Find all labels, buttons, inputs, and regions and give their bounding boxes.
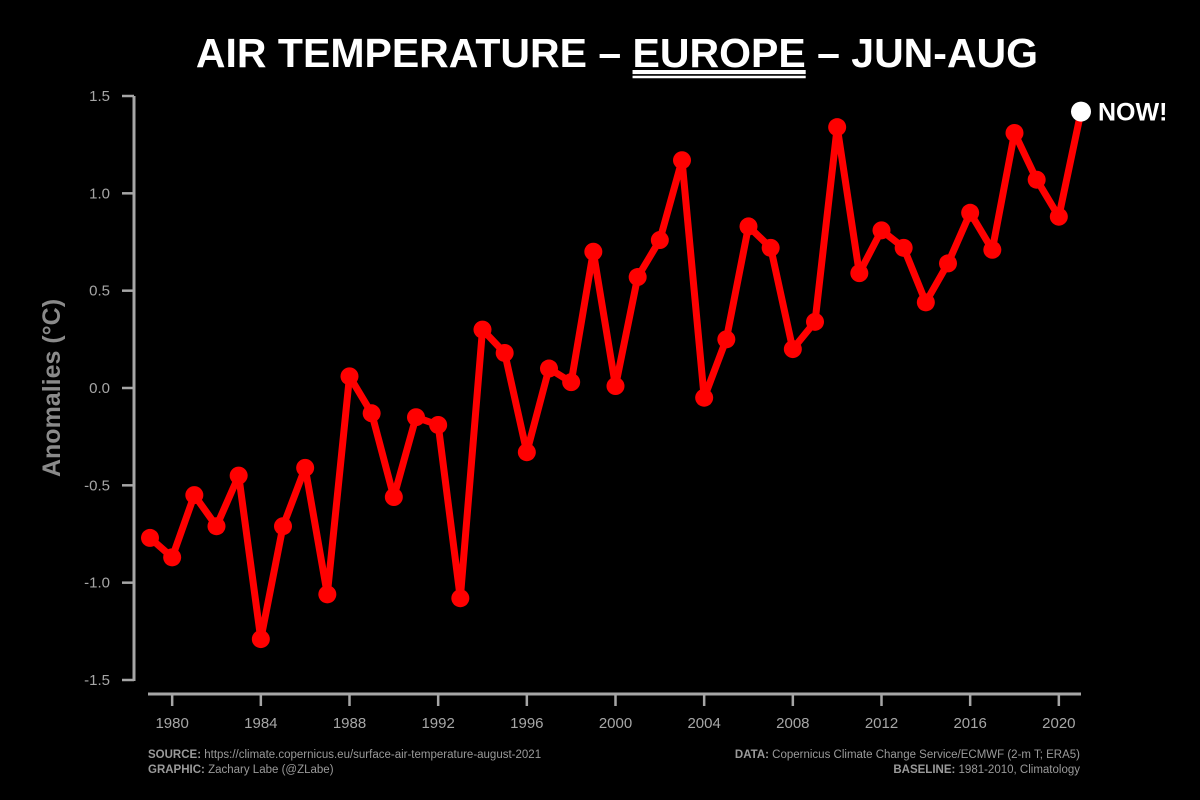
data-point [806,312,824,331]
data-point [185,486,204,505]
data-point [495,343,514,362]
data-point [850,264,869,283]
chart-title-part-2: EUROPE [633,30,806,76]
series-points [141,101,1091,649]
footer-graphic: GRAPHIC: Zachary Labe (@ZLabe) [148,764,334,776]
data-point [251,630,270,649]
data-point [783,340,802,359]
data-point [340,367,359,386]
data-point [473,320,492,339]
x-tick-label: 2000 [599,715,632,732]
data-point [562,373,581,392]
chart-title-part-1: AIR TEMPERATURE – [196,30,633,76]
data-point [983,240,1002,259]
footer-data-text: Copernicus Climate Change Service/ECMWF … [769,749,1080,761]
footer-baseline-label: BASELINE: [893,764,955,776]
x-tick-label: 2020 [1042,715,1075,732]
data-point [606,377,625,396]
y-ticks: -1.5 -1.0 -0.5 0.0 0.5 1.0 1.5 [84,88,134,689]
x-tick-label: 1992 [421,715,454,732]
data-point [207,517,226,536]
data-point [540,359,558,378]
data-point [229,466,248,485]
footer-graphic-text: Zachary Labe (@ZLabe) [205,764,334,776]
data-point [1027,170,1046,189]
data-point [1005,123,1024,142]
data-point [628,268,647,287]
now-annotation: NOW! [1098,99,1167,127]
chart-title: AIR TEMPERATURE – EUROPE – JUN-AUG [196,30,1038,76]
data-point [695,388,714,407]
y-tick-label: 0.0 [89,380,110,397]
y-tick-label: -1.0 [84,575,110,592]
data-point [761,238,780,257]
data-point [517,443,536,462]
x-tick-label: 2004 [687,715,720,732]
data-point [451,589,470,608]
highlight-point [1071,101,1091,122]
y-tick-label: -1.5 [84,672,110,689]
data-point [828,118,847,137]
data-point [141,528,159,547]
x-tick-label: 1996 [510,715,543,732]
footer-source-label: SOURCE: [148,749,201,761]
data-point [916,293,935,312]
x-tick-label: 1988 [333,715,366,732]
data-point [673,151,691,170]
data-point [274,517,292,536]
data-point [584,242,603,261]
data-point [739,217,758,236]
data-point [894,238,913,257]
data-point [650,231,669,250]
data-point [296,458,315,477]
y-tick-label: -0.5 [84,477,110,494]
x-tick-label: 1980 [155,715,188,732]
data-point [1049,207,1068,226]
data-point [429,415,448,434]
x-ticks: 1980 1984 1988 1992 1996 2000 2004 2008 2012 2016… [155,694,1076,732]
footer-source-text: https://climate.copernicus.eu/surface-ai… [201,749,541,761]
data-point [384,488,403,507]
annotation-group: NOW! [1098,99,1167,127]
x-tick-label: 2016 [953,715,986,732]
x-tick-label: 2012 [865,715,898,732]
footer-baseline: BASELINE: 1981-2010, Climatology [893,764,1080,776]
y-tick-label: 1.5 [89,88,110,105]
data-point [717,330,736,349]
y-tick-label: 0.5 [89,283,110,300]
footer-source: SOURCE: https://climate.copernicus.eu/su… [148,749,541,761]
data-point [939,254,957,273]
footer-graphic-label: GRAPHIC: [148,764,205,776]
series-line-group [146,108,1085,643]
data-point [362,404,381,423]
footer-data: DATA: Copernicus Climate Change Service/… [735,749,1080,761]
footer-baseline-text: 1981-2010, Climatology [955,764,1080,776]
x-tick-label: 2008 [776,715,809,732]
y-axis-label: Anomalies (°C) [38,299,66,477]
data-point [407,408,425,427]
series-line [146,108,1085,643]
y-tick-label: 1.0 [89,185,110,202]
data-point [163,548,182,567]
data-point [961,203,980,222]
footer-data-label: DATA: [735,749,769,761]
data-point [318,585,337,604]
chart-title-part-3: – JUN-AUG [806,30,1038,76]
x-tick-label: 1984 [244,715,277,732]
data-point [872,221,891,240]
